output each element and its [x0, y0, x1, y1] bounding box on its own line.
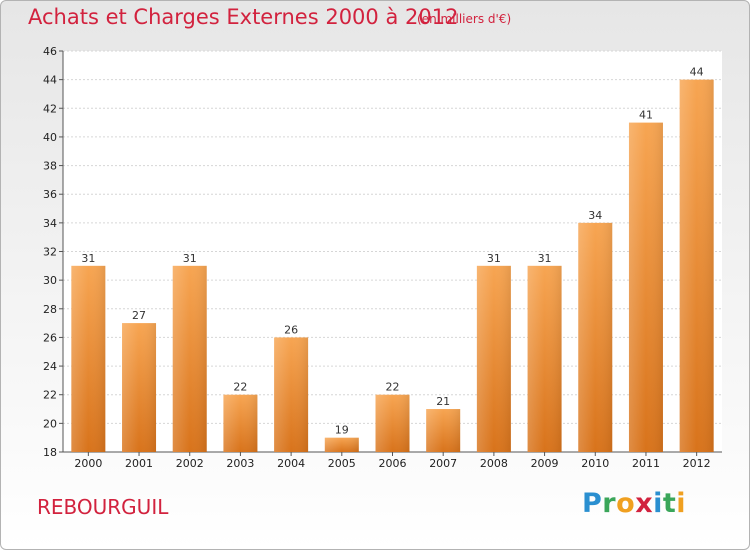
data-label: 21: [436, 395, 450, 408]
logo-letter: i: [653, 488, 663, 519]
x-tick-label: 2000: [74, 457, 102, 470]
bar-shade: [71, 265, 106, 452]
y-tick-label: 46: [43, 45, 57, 58]
bar-shade: [679, 79, 714, 453]
logo-letter: x: [635, 488, 654, 519]
bar-shade: [426, 409, 461, 452]
x-tick-label: 2005: [328, 457, 356, 470]
x-tick-label: 2011: [632, 457, 660, 470]
data-label: 41: [639, 109, 653, 122]
x-tick-label: 2010: [581, 457, 609, 470]
y-tick-label: 18: [43, 446, 57, 459]
y-tick-label: 24: [43, 360, 57, 373]
chart-subtitle: (en milliers d'€): [417, 12, 512, 26]
data-label: 19: [335, 424, 349, 437]
logo-letter: r: [602, 488, 617, 519]
y-tick-label: 32: [43, 246, 57, 259]
bar-shade: [476, 265, 511, 452]
location-label: REBOURGUIL: [37, 495, 169, 519]
y-tick-label: 28: [43, 303, 57, 316]
data-label: 31: [538, 252, 552, 265]
x-tick-label: 2008: [480, 457, 508, 470]
bar-shade: [122, 323, 157, 452]
x-tick-label: 2004: [277, 457, 305, 470]
bar-shade: [172, 265, 207, 452]
logo-letter: i: [676, 488, 687, 519]
y-tick-label: 30: [43, 274, 57, 287]
x-tick-label: 2003: [226, 457, 254, 470]
logo-letter: o: [616, 488, 636, 519]
data-label: 34: [588, 209, 602, 222]
data-label: 31: [183, 252, 197, 265]
data-label: 26: [284, 323, 298, 336]
x-tick-label: 2006: [379, 457, 407, 470]
data-label: 27: [132, 309, 146, 322]
y-tick-label: 22: [43, 389, 57, 402]
logo-letter: P: [582, 488, 603, 519]
bar-shade: [578, 222, 613, 452]
y-tick-label: 26: [43, 331, 57, 344]
y-tick-label: 38: [43, 160, 57, 173]
x-tick-label: 2012: [683, 457, 711, 470]
x-tick-label: 2007: [429, 457, 457, 470]
data-label: 31: [487, 252, 501, 265]
data-label: 22: [386, 381, 400, 394]
y-tick-label: 34: [43, 217, 57, 230]
data-label: 22: [233, 381, 247, 394]
bar-shade: [324, 437, 359, 452]
x-tick-label: 2001: [125, 457, 153, 470]
data-label: 31: [81, 252, 95, 265]
bar-shade: [527, 265, 562, 452]
x-tick-label: 2009: [531, 457, 559, 470]
bar-shade: [223, 394, 258, 452]
y-tick-label: 44: [43, 74, 57, 87]
chart-title: Achats et Charges Externes 2000 à 2012: [28, 5, 459, 29]
bar-shade: [628, 122, 663, 452]
data-label: 44: [690, 66, 704, 79]
proxiti-logo: Proxiti: [582, 488, 686, 519]
y-tick-label: 36: [43, 188, 57, 201]
x-tick-label: 2002: [176, 457, 204, 470]
y-tick-label: 42: [43, 102, 57, 115]
bar-shade: [375, 394, 410, 452]
logo-letter: t: [662, 488, 677, 519]
bar-shade: [274, 337, 309, 452]
y-tick-label: 40: [43, 131, 57, 144]
y-tick-label: 20: [43, 417, 57, 430]
